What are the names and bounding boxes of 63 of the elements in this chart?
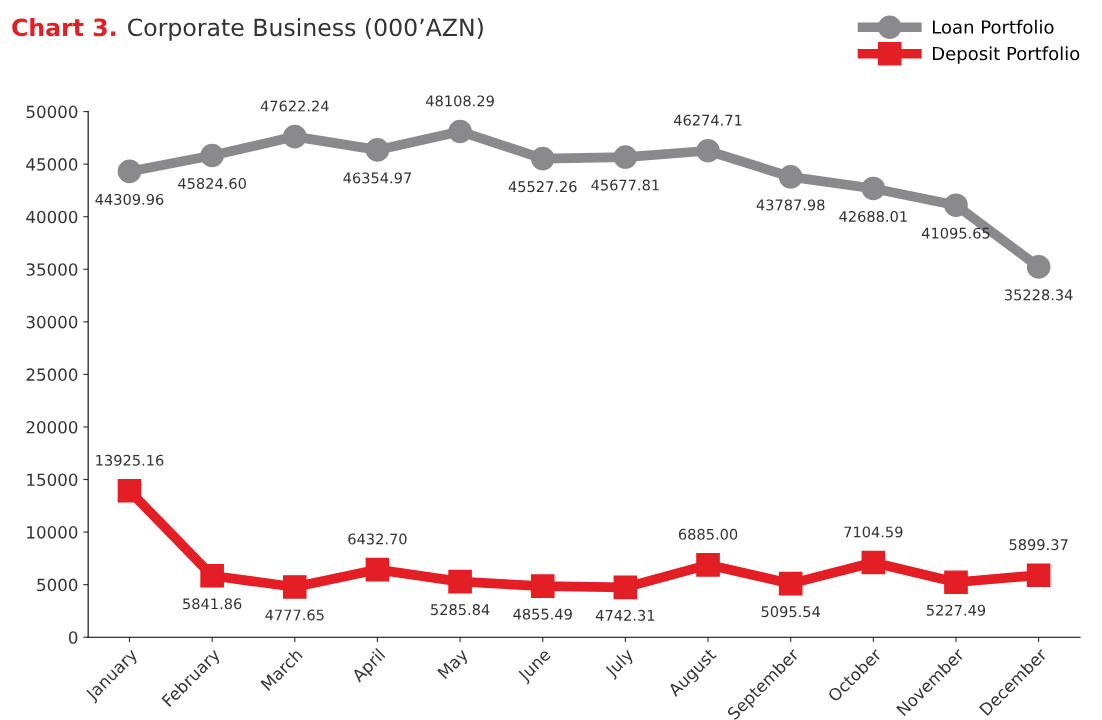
point	[778, 571, 803, 596]
data-label: 45824.60	[178, 177, 246, 189]
data-label: 41095.65	[921, 227, 990, 239]
point	[530, 146, 555, 171]
data-label: 7104.59	[844, 526, 903, 538]
point	[117, 479, 142, 503]
y-tick-label: 40000	[26, 210, 78, 224]
point	[282, 124, 307, 149]
data-label: 44309.96	[95, 193, 164, 205]
data-label: 5841.86	[183, 598, 242, 610]
point	[1026, 255, 1051, 279]
legend-label: Loan Portfolio	[932, 19, 1054, 34]
y-tick-label: 25000	[26, 368, 78, 381]
y-tick-label: 20000	[26, 420, 78, 434]
legend-label: Deposit Portfolio	[932, 46, 1080, 64]
point	[861, 176, 886, 201]
y-tick-label: 15000	[27, 473, 78, 487]
chart-title: Chart 3.	[12, 18, 116, 37]
point	[613, 575, 638, 600]
point	[613, 145, 638, 169]
data-label: 4855.49	[513, 608, 572, 620]
y-tick-label: 30000	[26, 315, 78, 329]
point	[530, 574, 555, 598]
data-label: 6432.70	[348, 533, 407, 545]
point	[696, 553, 720, 577]
point	[944, 193, 968, 218]
data-label: 46274.71	[673, 114, 742, 126]
y-tick-label: 50000	[26, 105, 78, 119]
point	[200, 143, 224, 168]
y-tick-label: 0	[68, 631, 78, 644]
point	[861, 550, 886, 575]
data-label: 42688.01	[839, 210, 907, 222]
data-label: 5227.49	[926, 604, 986, 616]
point	[448, 119, 472, 144]
point	[365, 557, 390, 582]
data-label: 5899.37	[1009, 539, 1068, 551]
data-label: 47622.24	[260, 100, 329, 112]
data-label: 43787.98	[756, 199, 825, 211]
y-tick-label: 10000	[27, 526, 78, 539]
point	[696, 138, 720, 163]
data-label: 5285.84	[431, 604, 490, 616]
y-tick-label: 35000	[26, 263, 78, 276]
data-label: 5095.54	[761, 606, 821, 618]
data-label: 35228.34	[1004, 289, 1073, 301]
point	[117, 159, 142, 184]
point	[365, 138, 390, 162]
data-label: 4777.65	[265, 609, 324, 621]
point	[1026, 563, 1051, 587]
point	[944, 570, 968, 595]
point	[448, 569, 472, 594]
y-tick-label: 5000	[37, 578, 78, 592]
point	[282, 575, 307, 599]
point	[778, 165, 803, 189]
data-label: 4742.31	[595, 609, 655, 621]
data-label: 45677.81	[591, 179, 659, 191]
data-label: 45527.26	[508, 181, 577, 193]
data-label: 6885.00	[678, 528, 738, 540]
data-label: 48108.29	[426, 95, 494, 107]
data-label: 46354.97	[343, 172, 411, 184]
chart-subtitle: Corporate Business (000’AZN)	[128, 18, 483, 41]
data-label: 13925.16	[96, 454, 164, 466]
point	[200, 563, 224, 588]
y-tick-label: 45000	[26, 158, 78, 171]
